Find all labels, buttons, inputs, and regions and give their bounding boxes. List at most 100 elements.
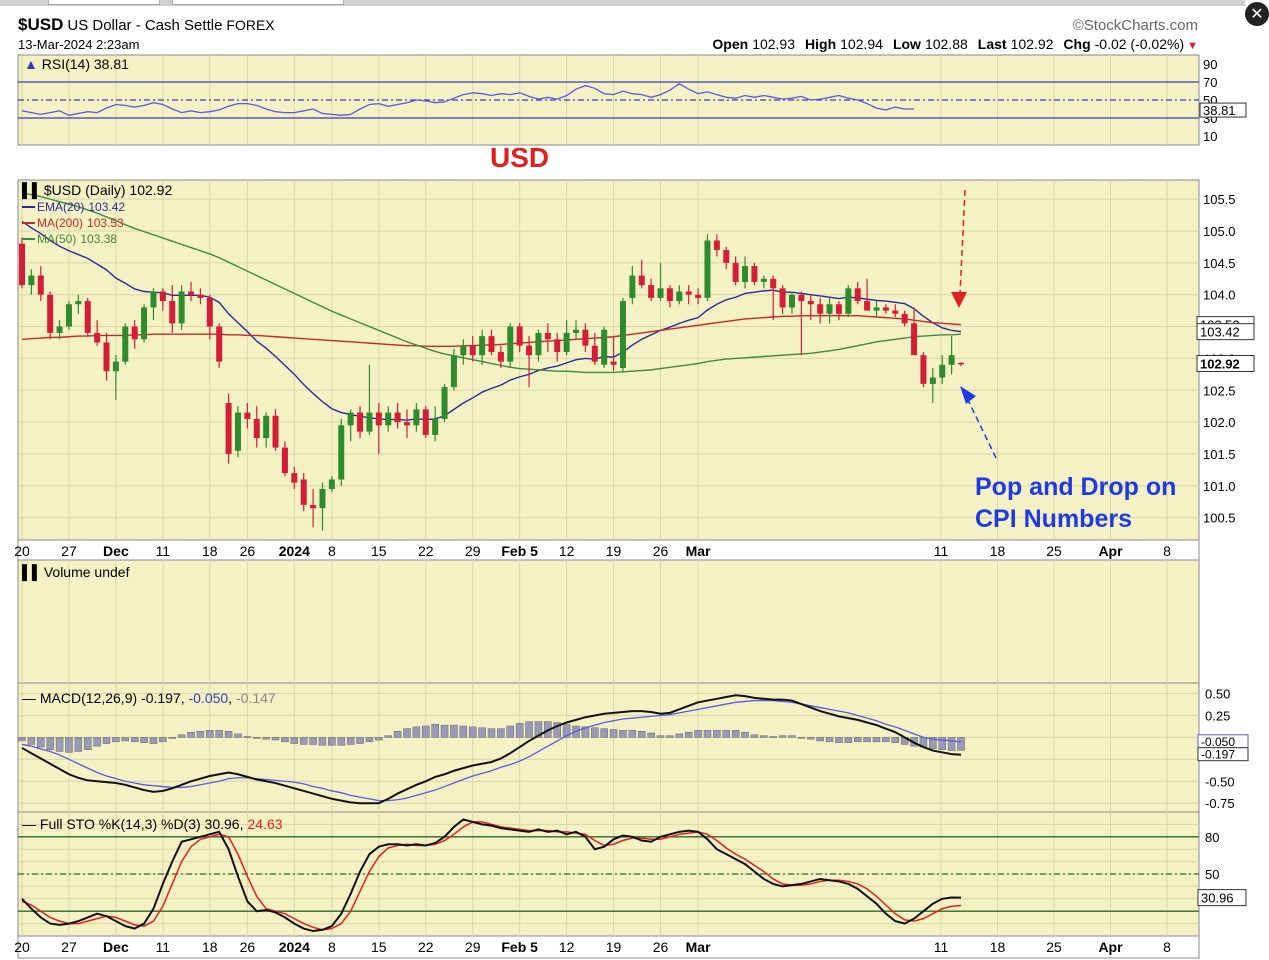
price-y-tick: 104.5 bbox=[1203, 256, 1236, 271]
candle-body bbox=[723, 250, 730, 263]
x-tick-label: Dec bbox=[103, 543, 129, 559]
sto-legend-icon: — bbox=[22, 816, 40, 832]
candle-body bbox=[695, 294, 702, 298]
ema20-line bbox=[21, 220, 962, 421]
histogram-bar bbox=[891, 737, 900, 743]
symbol: $USD bbox=[18, 15, 63, 34]
candle-body bbox=[394, 412, 401, 423]
histogram-bar bbox=[121, 737, 130, 742]
histogram-bar bbox=[769, 736, 777, 738]
x-tick-label: 12 bbox=[559, 939, 575, 955]
candle-body bbox=[911, 323, 918, 356]
x-tick-label: Apr bbox=[1098, 939, 1123, 955]
histogram-bar bbox=[713, 730, 721, 738]
rsi-line bbox=[21, 83, 915, 116]
candle-body bbox=[253, 418, 260, 439]
candle-body bbox=[610, 361, 617, 365]
histogram-bar bbox=[525, 721, 533, 738]
cpi-annotation-line2: CPI Numbers bbox=[975, 505, 1132, 533]
histogram-bar bbox=[130, 737, 139, 743]
candle-body bbox=[47, 294, 54, 333]
macd-y-tick: 0.50 bbox=[1205, 687, 1230, 702]
candle-body bbox=[619, 301, 626, 368]
price-y-tick: 102.5 bbox=[1203, 383, 1236, 398]
histogram-bar bbox=[863, 737, 871, 743]
histogram-bar bbox=[872, 737, 881, 743]
macd-y-tick: -0.75 bbox=[1205, 796, 1235, 811]
chart-header: $USD US Dollar - Cash Settle FOREX 13-Mar-2… bbox=[18, 15, 1198, 52]
x-tick-label: 8 bbox=[1163, 939, 1171, 955]
macd-value-badge: -0.197 bbox=[1197, 747, 1249, 762]
histogram-bar bbox=[468, 726, 477, 738]
histogram-bar bbox=[168, 737, 176, 739]
x-tick-label: 11 bbox=[156, 543, 171, 559]
histogram-bar bbox=[112, 737, 120, 743]
histogram-bar bbox=[196, 731, 205, 738]
vol-panel-bg bbox=[17, 559, 1200, 684]
price-legend-title: ▌▌ $USD (Daily) 102.92 bbox=[22, 182, 172, 200]
histogram-bar bbox=[778, 735, 787, 738]
browser-tab[interactable] bbox=[48, 0, 160, 5]
candle-body bbox=[591, 345, 598, 362]
candle-body bbox=[929, 377, 936, 384]
candle-body bbox=[56, 326, 63, 333]
candle-body bbox=[958, 362, 964, 365]
candle-body bbox=[310, 504, 317, 509]
x-tick-label: 27 bbox=[61, 543, 77, 559]
candle-body bbox=[648, 285, 655, 298]
candle-body bbox=[826, 304, 833, 314]
candle-body bbox=[366, 412, 373, 432]
quote-value: 102.92 bbox=[1011, 36, 1054, 52]
close-icon[interactable]: ✕ bbox=[1245, 2, 1269, 26]
browser-top-strip bbox=[0, 0, 1245, 6]
x-tick-label: 2024 bbox=[279, 543, 310, 559]
price-y-tick: 101.5 bbox=[1203, 447, 1236, 462]
candle-body bbox=[479, 336, 486, 356]
candle-body bbox=[338, 425, 345, 480]
browser-tab[interactable] bbox=[172, 0, 344, 5]
histogram-bar bbox=[487, 728, 496, 738]
histogram-bar bbox=[929, 737, 937, 750]
macd-legend-main: MACD(12,26,9) -0.197 bbox=[40, 690, 181, 706]
candle-body bbox=[300, 479, 307, 505]
sto-y-tick: 50 bbox=[1205, 867, 1219, 882]
candle-body bbox=[573, 329, 580, 333]
volume-legend: ▌▌ Volume undef bbox=[22, 564, 130, 582]
sto-k-line bbox=[21, 818, 962, 933]
rsi-last-value-badge: 38.81 bbox=[1199, 102, 1247, 118]
red-dashed-arrow-line bbox=[959, 189, 966, 295]
x-tick-label: 29 bbox=[465, 543, 481, 559]
blue-arrow-head bbox=[960, 386, 976, 404]
macd-line bbox=[21, 694, 962, 805]
candle-body bbox=[788, 294, 795, 308]
x-tick-label: 18 bbox=[202, 543, 218, 559]
x-tick-label: 11 bbox=[156, 939, 171, 955]
histogram-bar bbox=[422, 725, 430, 738]
candle-body bbox=[197, 294, 204, 298]
histogram-bar bbox=[83, 737, 92, 750]
histogram-bar bbox=[159, 737, 167, 743]
candle-body bbox=[131, 326, 138, 340]
quote-value: -0.02 (-0.02%) bbox=[1095, 36, 1184, 52]
candle-body bbox=[582, 329, 589, 346]
candle-body bbox=[281, 447, 288, 474]
histogram-bar bbox=[431, 723, 439, 738]
symbol-title: $USD US Dollar - Cash Settle FOREX bbox=[18, 15, 275, 34]
histogram-bar bbox=[609, 729, 618, 738]
histogram-bar bbox=[356, 737, 364, 744]
candle-body bbox=[920, 355, 927, 384]
x-tick-label: 25 bbox=[1046, 939, 1062, 955]
histogram-bar bbox=[384, 735, 392, 738]
histogram-bar bbox=[581, 726, 590, 738]
histogram-bar bbox=[741, 731, 749, 738]
blue-dashed-arrow-line bbox=[967, 399, 997, 459]
macd-legend-signal: -0.050 bbox=[189, 690, 229, 706]
x-tick-label: 26 bbox=[240, 939, 256, 955]
candle-body bbox=[676, 291, 683, 302]
sto-legend: — Full STO %K(14,3) %D(3) 30.96, 24.63 bbox=[22, 816, 283, 832]
candle-body bbox=[732, 262, 739, 282]
candle-body bbox=[403, 422, 410, 426]
candle-body bbox=[751, 266, 758, 282]
sto-legend-main: Full STO %K(14,3) %D(3) 30.96, bbox=[40, 816, 244, 832]
histogram-bar bbox=[243, 736, 252, 738]
